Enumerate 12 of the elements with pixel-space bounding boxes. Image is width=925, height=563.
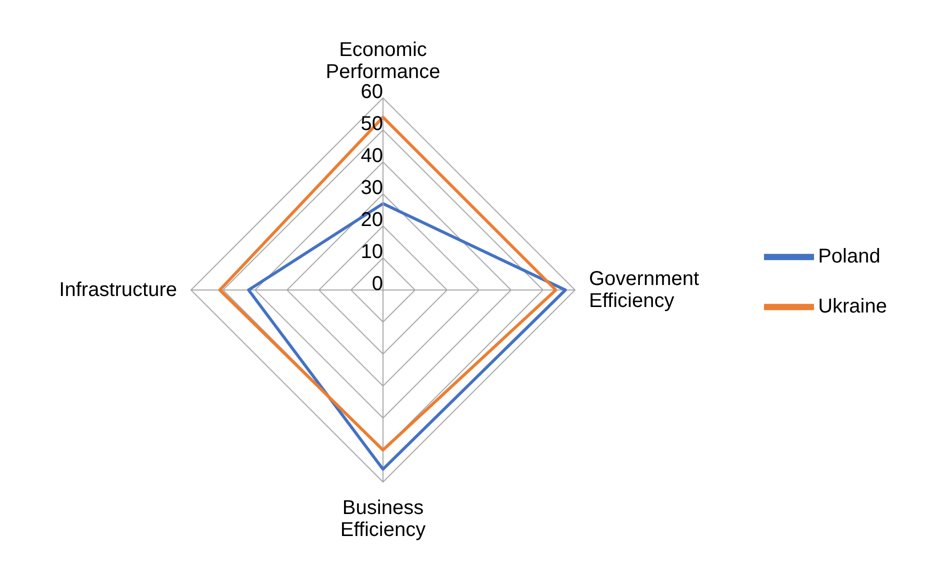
legend-label: Ukraine: [818, 294, 887, 317]
y-tick-label: 0: [372, 273, 383, 295]
y-tick-label: 40: [360, 145, 383, 167]
y-tick-label: 10: [360, 241, 383, 263]
y-tick-label: 60: [360, 81, 383, 103]
legend-label: Poland: [818, 244, 880, 267]
spoke-label: Infrastructure: [59, 279, 177, 301]
spoke-label: Economic Performance: [326, 39, 440, 83]
spoke-label: Government Efficiency: [589, 268, 700, 312]
y-tick-label: 30: [360, 177, 383, 199]
spoke-label: Business Efficiency: [340, 497, 426, 541]
y-tick-label: 20: [360, 209, 383, 231]
